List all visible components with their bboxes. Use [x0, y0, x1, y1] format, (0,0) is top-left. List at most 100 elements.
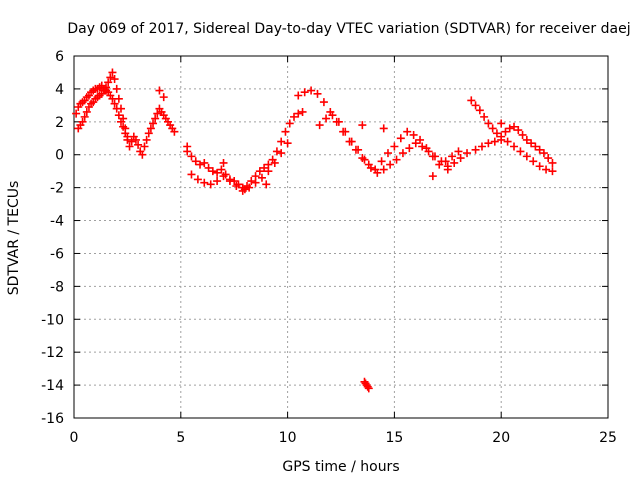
- data-point: [484, 139, 493, 148]
- data-point: [456, 154, 465, 163]
- data-point: [390, 142, 399, 151]
- data-point: [503, 137, 512, 146]
- data-point: [522, 152, 531, 161]
- data-point: [379, 124, 388, 133]
- data-point: [213, 177, 222, 186]
- data-point: [127, 137, 136, 146]
- data-point: [114, 94, 123, 103]
- data-point: [82, 107, 91, 116]
- data-point: [501, 127, 510, 136]
- data-point: [272, 147, 281, 156]
- data-point: [225, 177, 234, 186]
- data-point: [204, 163, 213, 172]
- data-point: [240, 185, 249, 194]
- data-point: [437, 157, 446, 166]
- y-tick-label: -10: [41, 312, 64, 328]
- data-point: [294, 91, 303, 100]
- data-point: [219, 158, 228, 167]
- data-point: [191, 157, 200, 166]
- chart-title: Day 069 of 2017, Sidereal Day-to-day VTE…: [67, 21, 630, 37]
- data-point: [497, 119, 506, 128]
- y-tick-label: -8: [50, 279, 64, 295]
- data-point: [187, 152, 196, 161]
- data-point: [193, 175, 202, 184]
- data-point: [298, 107, 307, 116]
- y-tick-label: -6: [50, 246, 64, 262]
- data-point: [106, 73, 115, 82]
- data-point: [364, 384, 373, 393]
- data-point: [251, 178, 260, 187]
- y-axis-label: SDTVAR / TECUs: [6, 181, 22, 296]
- data-point: [416, 135, 425, 144]
- data-point: [428, 172, 437, 181]
- data-point: [206, 180, 215, 189]
- data-point: [377, 157, 386, 166]
- data-point: [471, 145, 480, 154]
- data-point: [119, 114, 128, 123]
- data-point: [360, 155, 369, 164]
- data-point: [108, 68, 117, 77]
- data-point: [409, 130, 418, 139]
- data-point: [518, 130, 527, 139]
- data-point: [328, 111, 337, 120]
- data-point: [255, 167, 264, 176]
- data-point: [142, 135, 151, 144]
- data-point: [217, 165, 226, 174]
- data-point: [285, 119, 294, 128]
- data-point: [497, 135, 506, 144]
- data-point: [187, 170, 196, 179]
- data-point: [319, 98, 328, 107]
- data-point: [548, 158, 557, 167]
- x-tick-label: 20: [492, 430, 510, 446]
- data-point: [138, 150, 147, 159]
- data-point: [443, 165, 452, 174]
- x-tick-label: 0: [70, 430, 79, 446]
- data-point: [363, 382, 372, 391]
- data-point: [522, 135, 531, 144]
- data-point: [140, 142, 149, 151]
- data-point: [294, 109, 303, 118]
- y-tick-label: -12: [41, 345, 64, 361]
- data-point: [283, 139, 292, 148]
- data-point: [262, 180, 271, 189]
- data-point: [354, 145, 363, 154]
- data-point: [125, 142, 134, 151]
- data-point: [542, 165, 551, 174]
- data-point: [403, 127, 412, 136]
- data-point: [392, 155, 401, 164]
- data-point: [72, 109, 81, 118]
- data-point: [514, 126, 523, 135]
- data-point: [123, 132, 132, 141]
- grid: [74, 56, 608, 418]
- data-point: [102, 83, 111, 92]
- y-tick-label: -4: [50, 214, 64, 230]
- data-point: [200, 178, 209, 187]
- data-point: [505, 124, 514, 133]
- data-point: [334, 117, 343, 126]
- data-point: [277, 149, 286, 158]
- data-point: [539, 149, 548, 158]
- data-point: [159, 93, 168, 102]
- data-point: [379, 165, 388, 174]
- data-point: [247, 177, 256, 186]
- data-point: [196, 160, 205, 169]
- data-point: [149, 119, 158, 128]
- y-tick-label: 6: [55, 49, 64, 65]
- data-point: [270, 158, 279, 167]
- data-point: [170, 127, 179, 136]
- data-point: [430, 152, 439, 161]
- data-point: [398, 149, 407, 158]
- data-point: [535, 162, 544, 171]
- data-point: [183, 142, 192, 151]
- data-point: [510, 142, 519, 151]
- data-point: [232, 181, 241, 190]
- x-axis-label: GPS time / hours: [282, 459, 399, 475]
- data-point: [290, 112, 299, 121]
- data-point: [144, 129, 153, 138]
- data-points: [72, 68, 557, 393]
- data-point: [531, 142, 540, 151]
- data-point: [245, 183, 254, 192]
- x-tick-label: 25: [599, 430, 617, 446]
- data-point: [527, 139, 536, 148]
